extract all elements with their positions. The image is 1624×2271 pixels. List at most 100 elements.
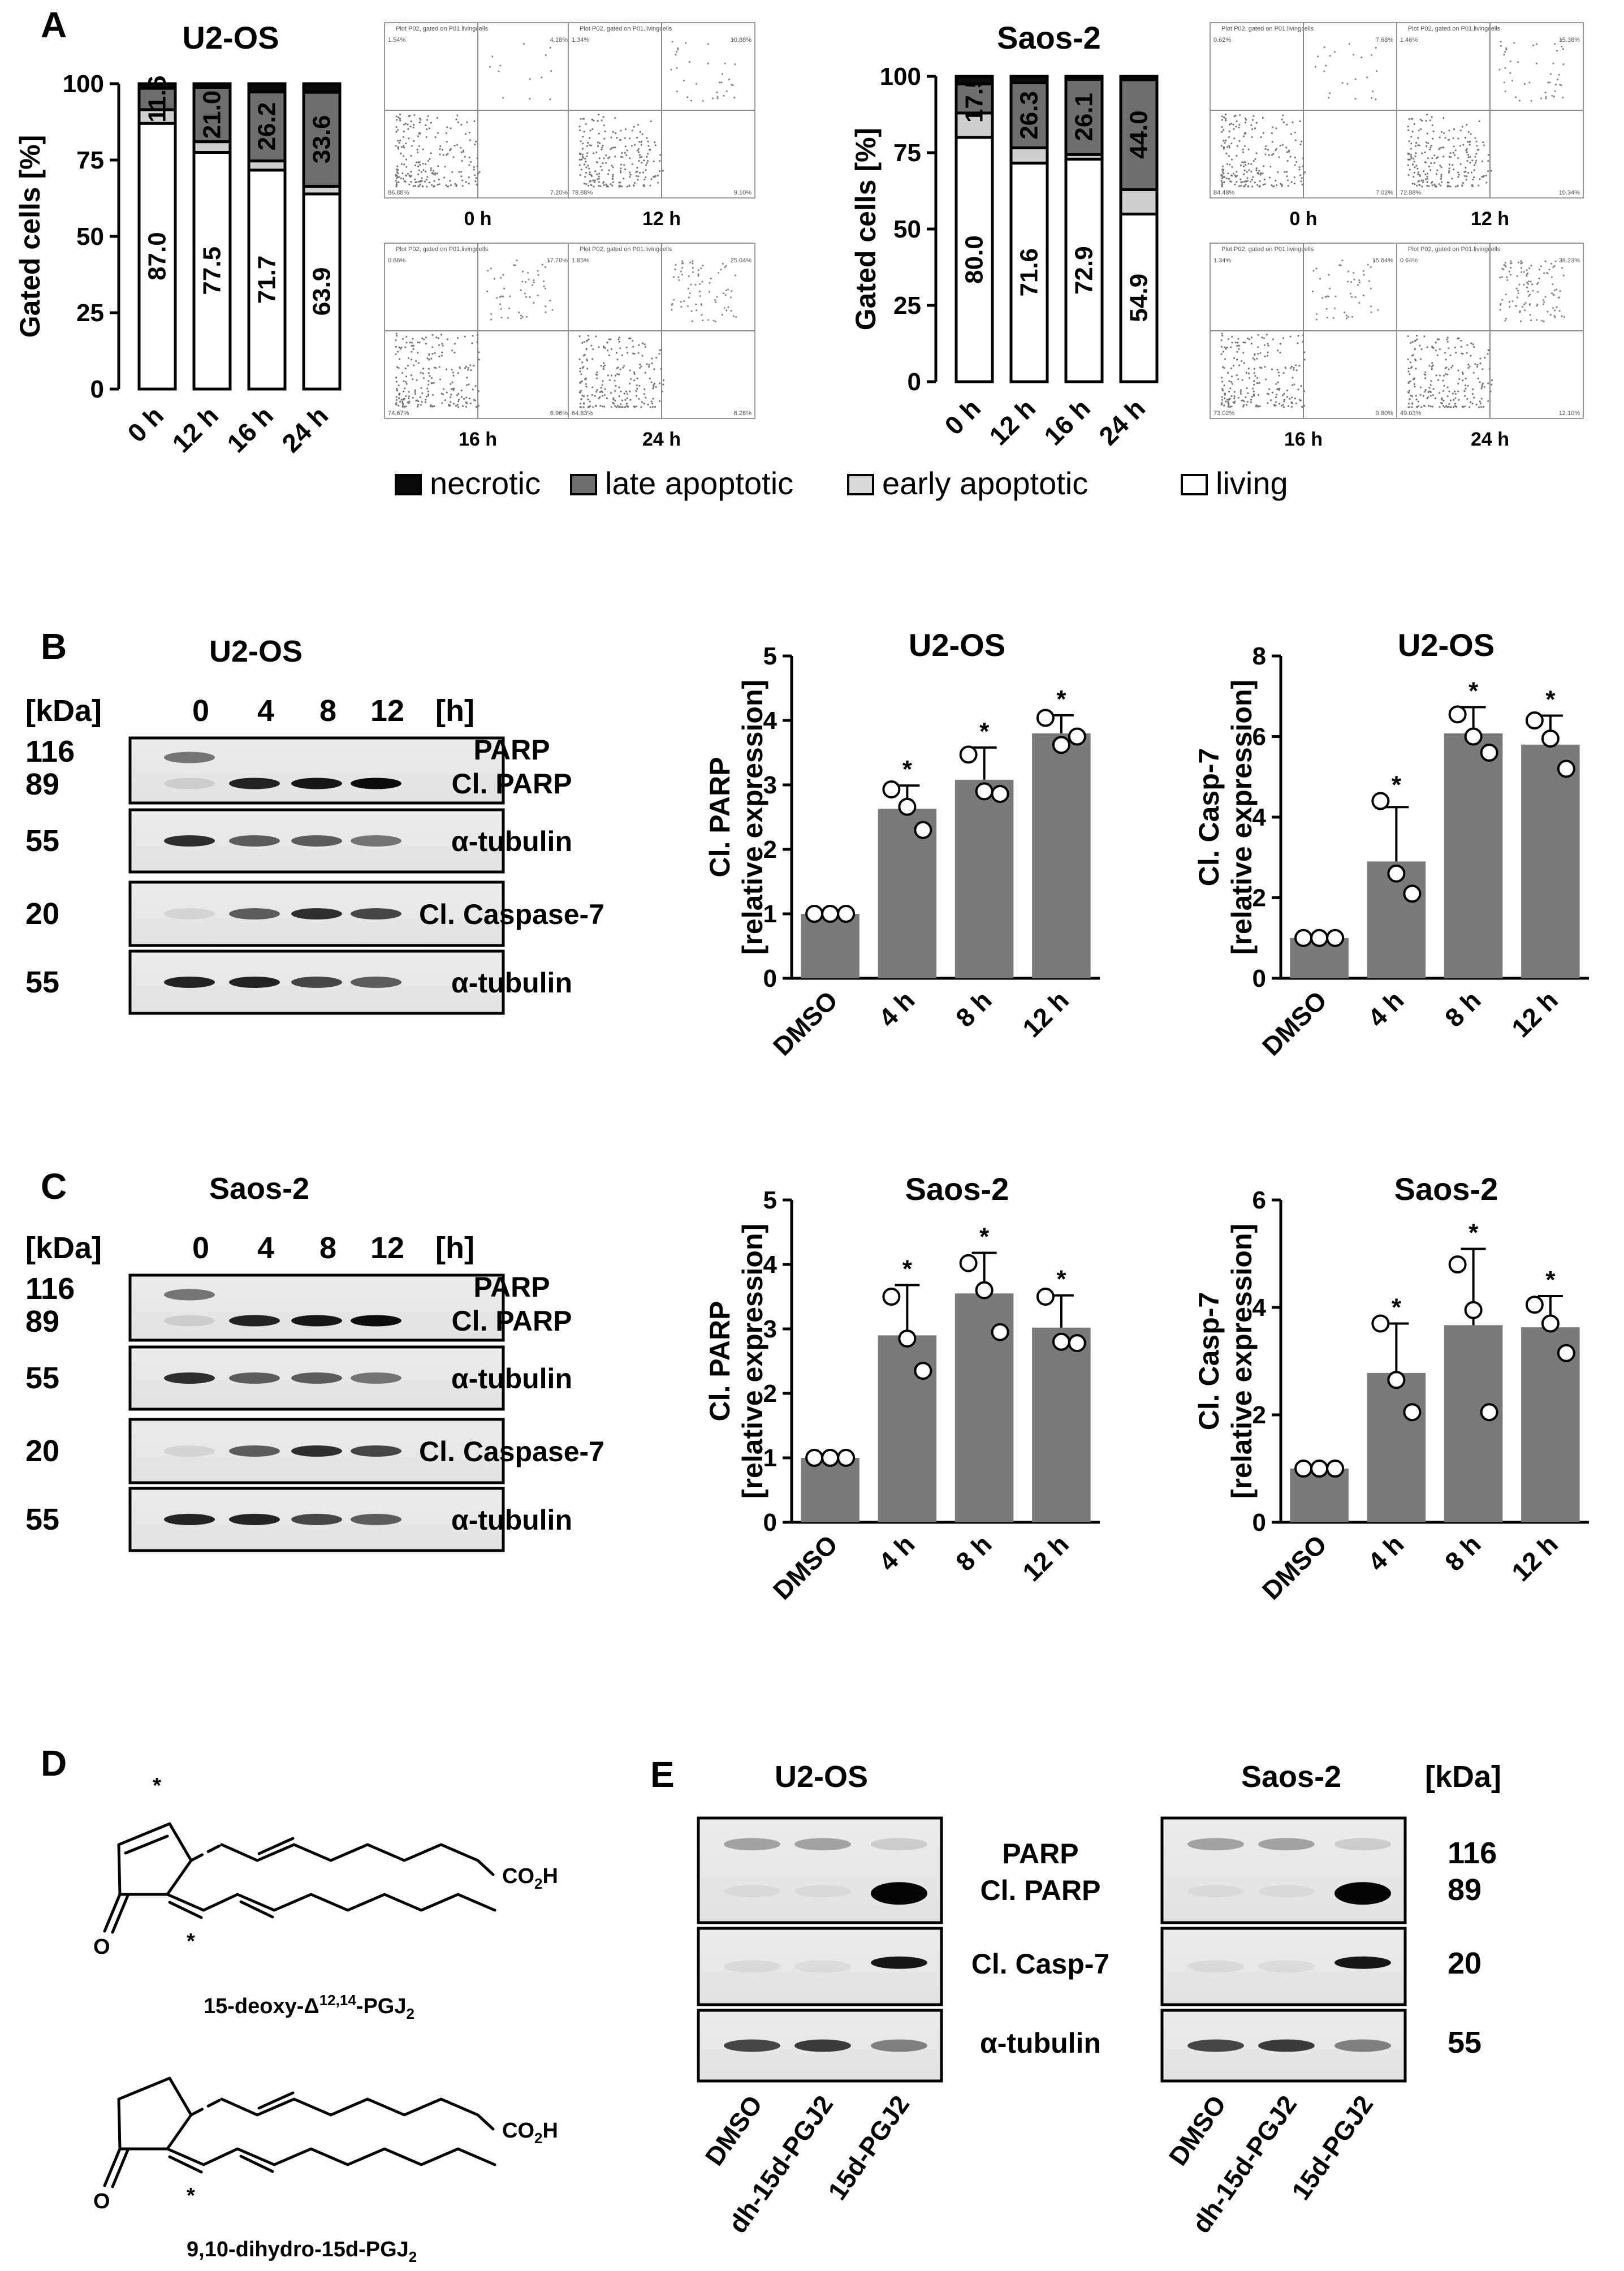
event-dot <box>1545 97 1547 100</box>
event-dot <box>1440 178 1442 180</box>
event-dot <box>1221 401 1223 404</box>
event-dot <box>662 170 664 172</box>
event-dot <box>477 390 480 392</box>
event-dot <box>612 131 615 133</box>
event-dot <box>653 160 655 162</box>
event-dot <box>647 145 650 147</box>
event-dot <box>621 399 624 401</box>
event-dot <box>1456 338 1459 340</box>
event-dot <box>1263 165 1265 167</box>
event-dot <box>408 137 410 140</box>
event-dot <box>1290 365 1293 368</box>
event-dot <box>619 170 622 172</box>
event-dot <box>1442 405 1445 407</box>
event-dot <box>400 399 403 401</box>
band <box>871 1882 927 1905</box>
event-dot <box>1370 54 1372 57</box>
bar-segment <box>247 169 287 391</box>
event-dot <box>1441 146 1443 149</box>
event-dot <box>1463 175 1466 177</box>
event-dot <box>1416 338 1418 340</box>
event-dot <box>1226 372 1229 374</box>
event-dot <box>477 172 480 175</box>
event-dot <box>1231 383 1233 385</box>
event-dot <box>1225 400 1227 403</box>
event-dot <box>520 314 522 317</box>
event-dot <box>581 361 584 364</box>
event-dot <box>615 352 618 354</box>
event-dot <box>432 172 434 175</box>
event-dot <box>1292 377 1294 379</box>
event-dot <box>701 280 703 283</box>
event-dot <box>1532 44 1535 46</box>
event-dot <box>1345 314 1348 317</box>
quadrant-value: 0.64% <box>1400 257 1418 264</box>
event-dot <box>525 296 528 298</box>
event-dot <box>472 388 474 391</box>
event-dot <box>626 393 628 395</box>
event-dot <box>616 137 618 139</box>
event-dot <box>1458 378 1461 380</box>
data-label: 26.1 <box>1070 93 1098 141</box>
event-dot <box>615 406 617 408</box>
event-dot <box>1221 388 1224 390</box>
event-dot <box>578 335 581 338</box>
event-dot <box>675 264 677 266</box>
event-dot <box>641 355 643 357</box>
event-dot <box>621 156 624 158</box>
event-dot <box>1424 151 1426 154</box>
event-dot <box>1353 271 1355 274</box>
event-dot <box>1223 129 1225 131</box>
event-dot <box>1287 185 1289 187</box>
event-dot <box>603 181 605 183</box>
data-point <box>898 1329 917 1348</box>
event-dot <box>470 161 472 163</box>
event-dot <box>1239 178 1242 180</box>
data-label: 26.2 <box>253 102 281 151</box>
protein-label: α-tubulin <box>451 967 572 999</box>
event-dot <box>1427 172 1429 175</box>
event-dot <box>1300 385 1302 387</box>
event-dot <box>1431 124 1433 127</box>
event-dot <box>1286 159 1289 162</box>
event-dot <box>440 355 443 357</box>
event-dot <box>1260 367 1263 369</box>
event-dot <box>416 405 419 408</box>
event-dot <box>496 297 498 299</box>
event-dot <box>651 406 654 408</box>
event-dot <box>649 377 651 379</box>
event-dot <box>1410 394 1412 397</box>
event-dot <box>616 367 618 369</box>
event-dot <box>1220 353 1223 355</box>
event-dot <box>731 290 733 292</box>
event-dot <box>402 390 405 392</box>
event-dot <box>1225 348 1227 350</box>
event-dot <box>1267 343 1269 345</box>
event-dot <box>1346 83 1349 85</box>
event-dot <box>681 262 683 265</box>
event-dot <box>464 156 466 158</box>
event-dot <box>1469 401 1472 403</box>
event-dot <box>1468 144 1471 146</box>
event-dot <box>587 335 590 337</box>
event-dot <box>1448 347 1450 349</box>
event-dot <box>1271 154 1273 156</box>
event-dot <box>615 132 617 135</box>
event-dot <box>1228 123 1231 126</box>
event-dot <box>602 380 604 382</box>
event-dot <box>1250 124 1252 126</box>
event-dot <box>499 296 501 298</box>
kda-value: 55 <box>25 1503 59 1536</box>
event-dot <box>1220 339 1223 342</box>
event-dot <box>643 159 645 162</box>
event-dot <box>1441 397 1443 399</box>
event-dot <box>659 170 661 172</box>
event-dot <box>1550 292 1553 295</box>
significance-star: * <box>1468 1219 1479 1246</box>
event-dot <box>1284 367 1286 369</box>
event-dot <box>680 301 683 303</box>
category-label: 16 h <box>1038 393 1096 451</box>
event-dot <box>1236 180 1238 183</box>
event-dot <box>592 348 594 351</box>
event-dot <box>1237 396 1239 399</box>
